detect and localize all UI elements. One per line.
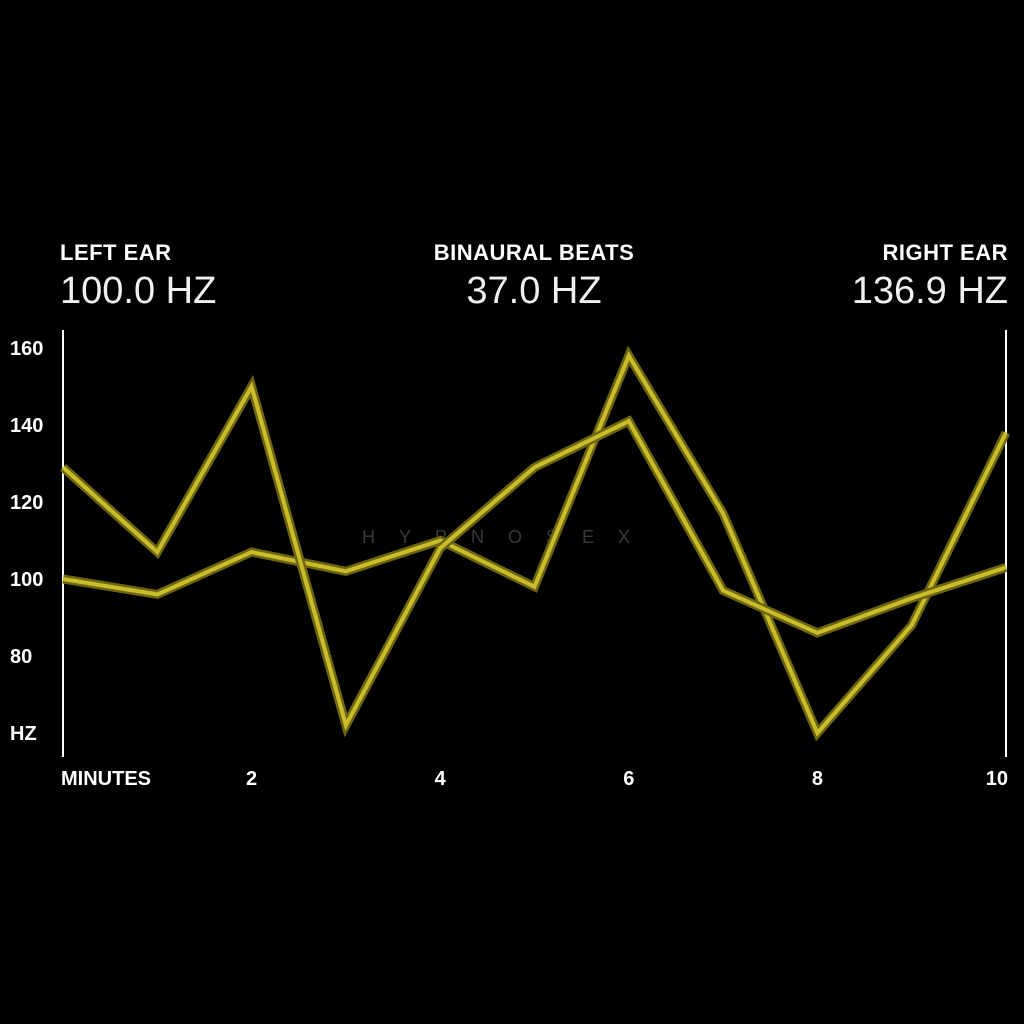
left-ear-value: 100.0 HZ (60, 270, 217, 312)
left-ear-label: LEFT EAR (60, 240, 172, 265)
series-line-2-path (61, 381, 1007, 731)
series-line-2 (59, 374, 1008, 738)
left-ear-header: LEFT EAR 100.0 HZ (60, 238, 400, 314)
binaural-beats-label: BINAURAL BEATS (433, 240, 635, 265)
y-tick-label: HZ (10, 723, 37, 745)
series-line-1-path (62, 351, 1008, 737)
binaural-beats-value: 37.0 HZ (466, 270, 602, 312)
y-tick-label: 100 (10, 569, 43, 591)
y-tick-label: 80 (10, 646, 32, 668)
x-tick-label: 6 (623, 768, 634, 790)
right-ear-value: 136.9 HZ (851, 270, 1008, 312)
series-layer (59, 345, 1011, 742)
watermark-text: HYPNOSEX (362, 527, 654, 547)
x-tick-label: 4 (435, 768, 447, 790)
series-line-1 (62, 345, 1011, 742)
y-tick-label: 120 (10, 492, 43, 514)
binaural-beats-header: BINAURAL BEATS 37.0 HZ (364, 238, 704, 314)
x-tick-label: 8 (812, 768, 823, 790)
y-tick-label: 140 (10, 415, 43, 437)
x-tick-label: MINUTES (61, 768, 151, 790)
y-tick-label: 160 (10, 338, 43, 360)
x-tick-label: 10 (986, 768, 1008, 790)
right-ear-header: RIGHT EAR 136.9 HZ (668, 238, 1008, 314)
x-tick-label: 2 (246, 768, 257, 790)
right-ear-label: RIGHT EAR (882, 240, 1008, 265)
tick-layer: 160 140 120 100 80 HZ MINUTES 2 4 6 8 10 (10, 338, 1008, 790)
